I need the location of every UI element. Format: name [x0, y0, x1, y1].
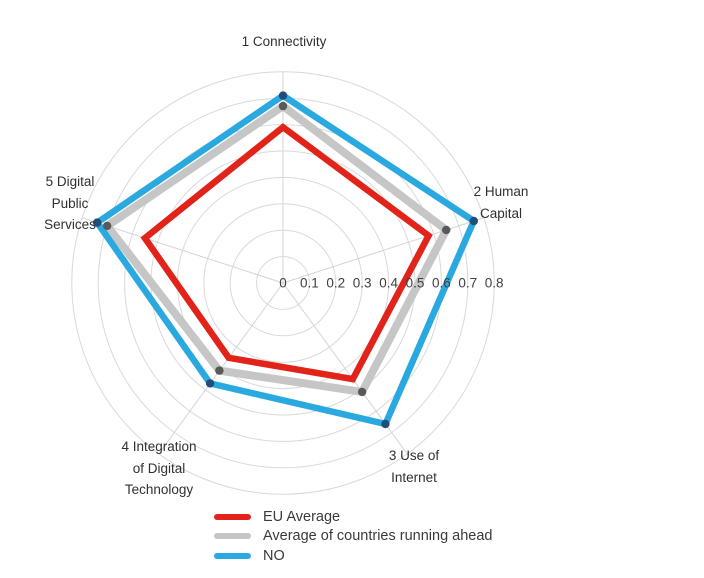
legend-swatch-no: [214, 552, 251, 559]
series-marker-average-of-countries-running-ahead: [103, 221, 112, 231]
radial-tick-label: 0.8: [485, 276, 504, 291]
radial-tick-label: 0.2: [326, 276, 345, 291]
series-marker-average-of-countries-running-ahead: [215, 366, 224, 375]
axis-label-human-capital: 2 Human Capital: [474, 181, 529, 224]
legend-label: EU Average: [263, 508, 341, 525]
legend-item-eu-average: EU Average: [214, 507, 492, 527]
axis-label-integration-digital-technology: 4 Integration of Digital Technology: [121, 436, 196, 501]
series-polygon-average-of-countries-running-ahead: [101, 101, 452, 397]
series-marker-average-of-countries-running-ahead: [357, 387, 367, 397]
legend-swatch-countries-running-ahead: [214, 533, 251, 540]
radial-tick-label: 0.7: [458, 276, 477, 291]
axis-label-line: Public: [51, 195, 89, 211]
axis-label-line: Capital: [479, 205, 523, 221]
axis-label-line: 3 Use of: [388, 448, 440, 463]
series-marker-no: [381, 419, 390, 429]
axis-label-line: Internet: [391, 469, 437, 485]
chart-legend: EU Average Average of countries running …: [214, 507, 492, 566]
series-polygon-eu-average: [140, 123, 433, 383]
series-polygon-no: [92, 91, 478, 428]
axis-label-line: of Digital: [132, 460, 186, 476]
radial-tick-label: 0.1: [300, 276, 319, 291]
axis-label-line: 2 Human: [473, 184, 529, 199]
legend-label: Average of countries running ahead: [263, 528, 493, 545]
radial-tick-label: 0.5: [406, 276, 425, 291]
radial-tick-label: 0: [279, 276, 287, 291]
series-marker-average-of-countries-running-ahead: [442, 225, 451, 235]
legend-swatch-eu-average: [214, 513, 251, 520]
series-marker-average-of-countries-running-ahead: [278, 101, 288, 111]
radial-tick-label: 0.6: [432, 276, 451, 291]
legend-label: NO: [263, 547, 285, 564]
axis-label-digital-public-services: 5 Digital Public Services: [44, 171, 96, 236]
axis-label-line: Technology: [124, 482, 194, 497]
series-marker-no: [469, 216, 478, 226]
axis-label-line: 5 Digital: [45, 174, 95, 189]
legend-item-countries-running-ahead: Average of countries running ahead: [214, 527, 492, 547]
series-marker-no: [205, 379, 215, 388]
series-marker-no: [278, 91, 288, 100]
radial-tick-label: 0.3: [353, 276, 372, 291]
axis-label-line: Services: [44, 217, 96, 232]
radar-spoke: [81, 217, 284, 284]
radial-tick-label: 0.4: [379, 276, 398, 291]
legend-item-no: NO: [214, 546, 492, 566]
axis-label-use-of-internet: 3 Use of Internet: [389, 445, 439, 488]
axis-label-line: 4 Integration: [121, 439, 197, 454]
axis-label-connectivity: 1 Connectivity: [242, 31, 327, 53]
axis-label-line: 1 Connectivity: [241, 34, 327, 49]
series-marker-no: [93, 218, 102, 227]
